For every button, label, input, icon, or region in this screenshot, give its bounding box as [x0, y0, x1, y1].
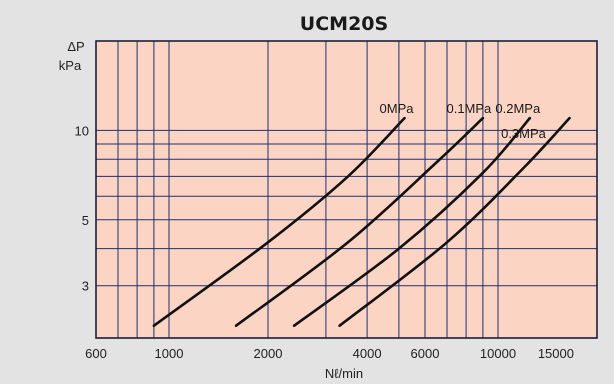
y-tick-label: 10: [75, 123, 89, 138]
plot-frame: [95, 40, 598, 339]
x-tick-label: 600: [85, 346, 107, 361]
x-tick-label: 15000: [538, 346, 574, 361]
y-tick-label: 5: [82, 213, 89, 228]
series-label-0.3MPa: 0.3MPa: [501, 126, 547, 141]
y-axis-label-symbol: ΔP: [67, 39, 84, 54]
x-tick-label: 10000: [480, 346, 516, 361]
series-label-0.2MPa: 0.2MPa: [495, 101, 541, 116]
series-label-0MPa: 0MPa: [380, 101, 415, 116]
curves: [152, 116, 571, 327]
x-tick-labels: 600 1000 2000 4000 6000 10000 15000: [85, 346, 574, 361]
curve-0MPa: [152, 116, 406, 327]
curve-0.3MPa: [338, 116, 571, 327]
curve-0.1MPa: [234, 116, 485, 327]
chart-title: UCM20S: [300, 13, 388, 35]
x-axis-label: Nℓ/min: [325, 366, 363, 381]
y-tick-label: 3: [82, 279, 89, 294]
y-axis-label-unit: kPa: [59, 58, 82, 73]
series-label-0.1MPa: 0.1MPa: [446, 101, 492, 116]
x-tick-label: 6000: [411, 346, 440, 361]
y-tick-labels: 3 5 10: [75, 123, 89, 293]
series-labels: 0MPa 0.1MPa 0.2MPa 0.3MPa: [380, 101, 547, 141]
x-tick-label: 1000: [155, 346, 184, 361]
curve-0.2MPa: [292, 116, 532, 327]
x-tick-label: 2000: [254, 346, 283, 361]
x-tick-label: 4000: [353, 346, 382, 361]
plot-area: [96, 41, 597, 338]
